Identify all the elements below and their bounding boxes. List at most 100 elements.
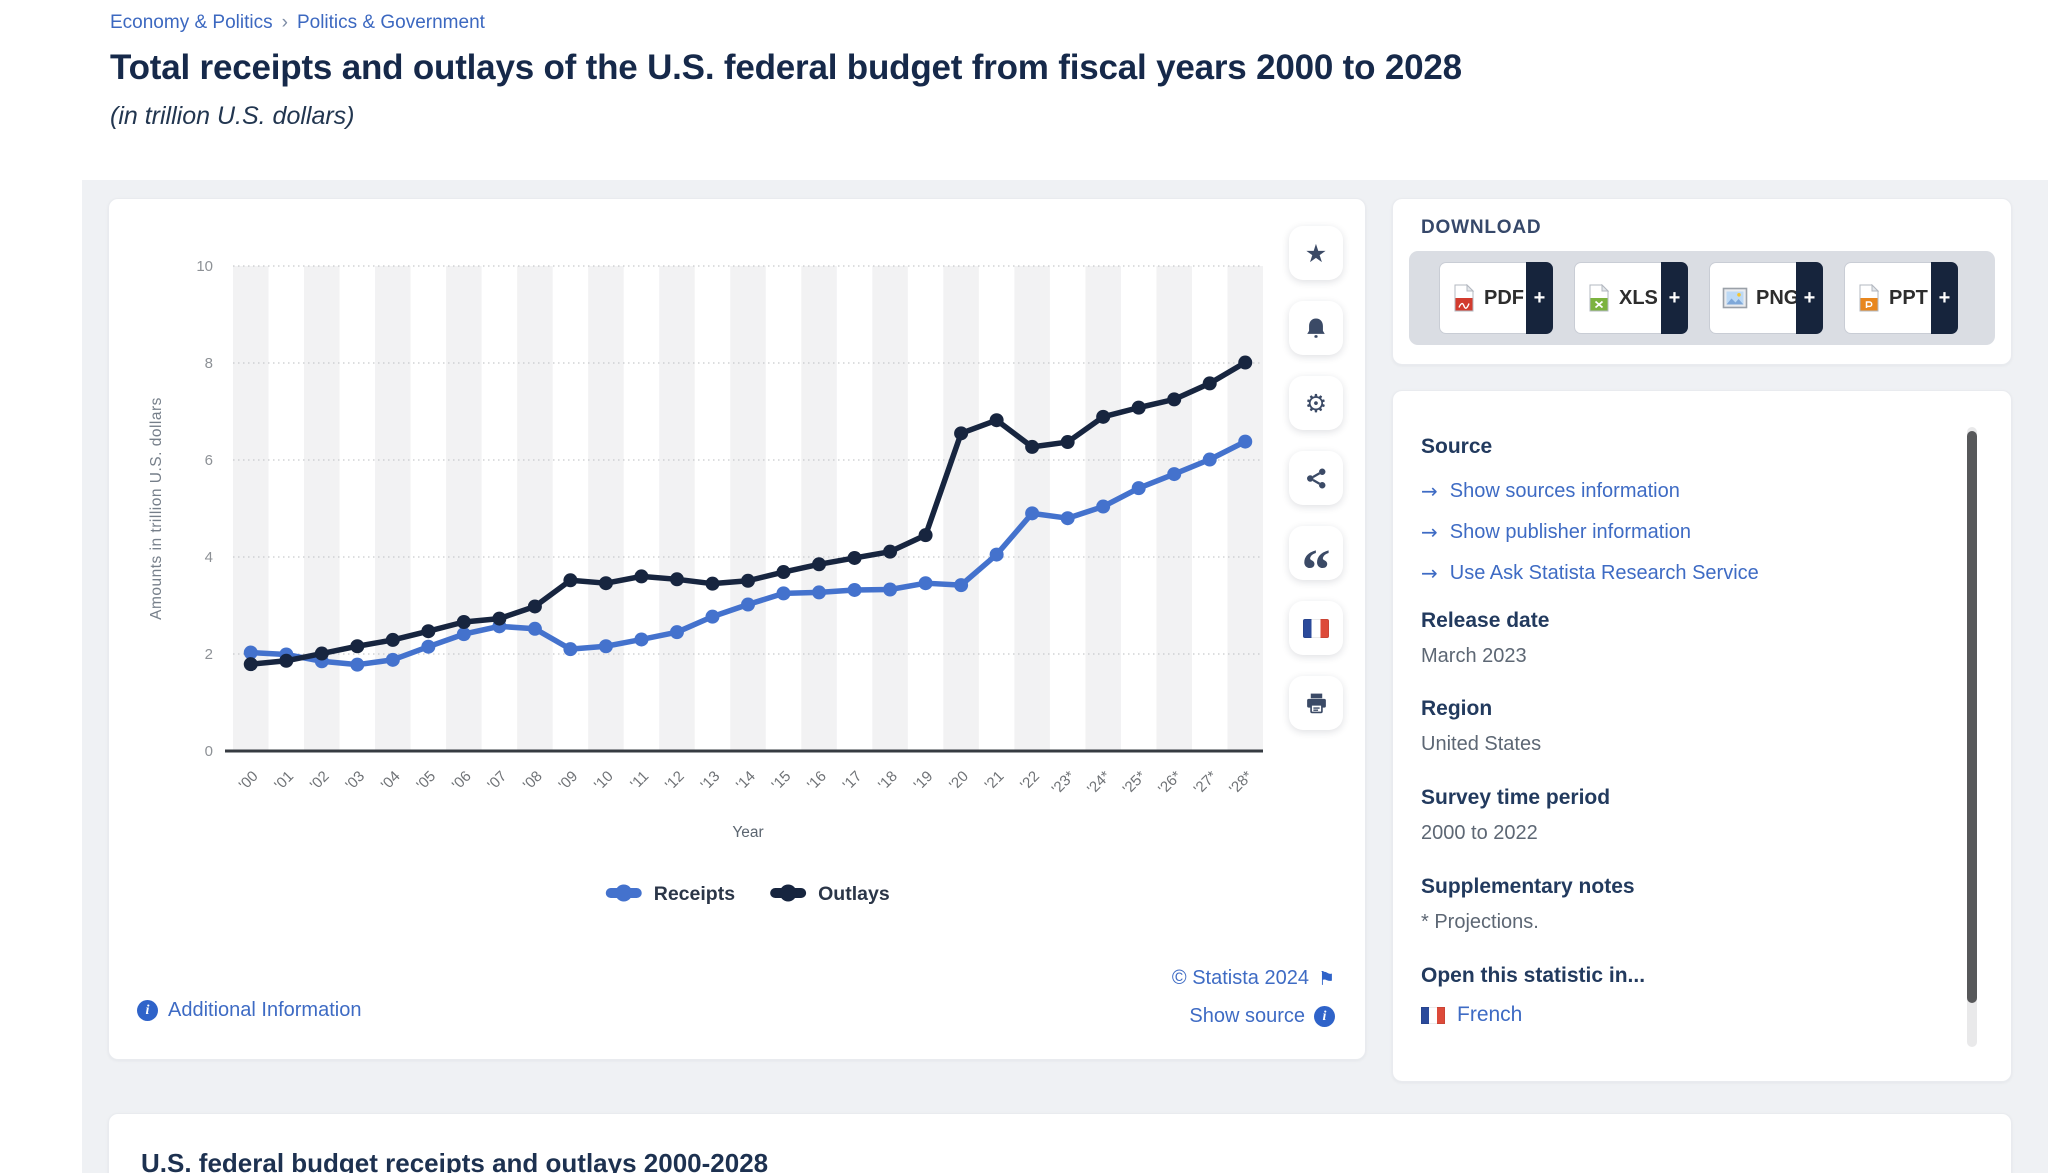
data-point-Receipts-'25*	[1131, 481, 1146, 496]
show-publisher-information-link[interactable]: → Show publisher information	[1421, 520, 1691, 544]
next-section-card: U.S. federal budget receipts and outlays…	[108, 1113, 2012, 1173]
report-flag-icon[interactable]: ⚑	[1317, 967, 1335, 990]
data-point-Outlays-'24*	[1096, 409, 1111, 424]
data-point-Receipts-'12	[669, 625, 684, 640]
column-band	[588, 266, 624, 751]
additional-information-link[interactable]: i Additional Information	[137, 999, 361, 1022]
region-label: Region	[1421, 697, 1493, 720]
download-plus-icon[interactable]: +	[1931, 262, 1958, 334]
data-point-Outlays-'09	[563, 573, 578, 588]
scrollbar-thumb[interactable]	[1967, 431, 1977, 1003]
column-band	[1227, 266, 1263, 751]
show-source-link[interactable]: Show source i	[1189, 1005, 1335, 1028]
x-tick-label: '03	[342, 768, 368, 794]
x-tick-label: '01	[271, 768, 297, 794]
x-tick-label: '28*	[1226, 768, 1256, 798]
next-section-heading: U.S. federal budget receipts and outlays…	[141, 1148, 769, 1173]
data-point-Receipts-'13	[705, 609, 720, 624]
download-ppt-label: PPT	[1889, 286, 1928, 309]
x-tick-label: '19	[911, 768, 937, 794]
legend-marker-dot	[615, 884, 633, 902]
breadcrumb-economy-politics[interactable]: Economy & Politics	[110, 12, 273, 33]
favorite-button[interactable]: ★	[1289, 226, 1343, 280]
data-point-Receipts-'26*	[1167, 467, 1182, 482]
download-xls-label: XLS	[1619, 286, 1658, 309]
data-point-Outlays-'25*	[1131, 400, 1146, 415]
x-tick-label: '16	[804, 768, 830, 794]
data-point-Outlays-'26*	[1167, 392, 1182, 407]
y-tick-label: 10	[196, 258, 213, 275]
french-flag-icon	[1421, 1006, 1445, 1024]
x-axis-title: Year	[732, 824, 763, 841]
x-tick-label: '11	[627, 768, 652, 793]
ask-statista-research-service-link[interactable]: → Use Ask Statista Research Service	[1421, 561, 1759, 585]
data-point-Outlays-'19	[918, 528, 933, 543]
x-tick-label: '06	[449, 768, 475, 794]
data-point-Receipts-'24*	[1096, 499, 1111, 514]
download-plus-icon[interactable]: +	[1661, 262, 1688, 334]
data-point-Receipts-'08	[527, 621, 542, 636]
arrow-right-icon: →	[1421, 561, 1438, 585]
copyright-text: © Statista 2024	[1171, 967, 1309, 989]
x-tick-label: '20	[946, 768, 972, 794]
printer-icon	[1306, 693, 1326, 713]
x-tick-label: '12	[662, 768, 688, 794]
supplementary-notes-label: Supplementary notes	[1421, 875, 1635, 898]
data-point-Receipts-'18	[883, 582, 898, 597]
png-image-icon	[1722, 287, 1748, 309]
download-ppt-button[interactable]: PPT +	[1844, 262, 1958, 334]
x-tick-label: '13	[697, 768, 723, 794]
page-header: Economy & Politics › Politics & Government…	[110, 12, 1910, 131]
citation-button[interactable]: “	[1289, 526, 1343, 599]
legend-label: Outlays	[818, 883, 890, 905]
data-point-Receipts-'02	[314, 654, 329, 669]
arrow-right-icon: →	[1421, 479, 1438, 503]
data-point-Receipts-'28*	[1238, 434, 1253, 449]
statista-copyright: © Statista 2024 ⚑	[1172, 967, 1335, 990]
x-tick-label: '14	[733, 768, 759, 794]
x-tick-label: '15	[768, 768, 794, 794]
x-tick-label: '22	[1017, 768, 1043, 794]
download-card: DOWNLOAD PDF + XLS + PNG + PPT +	[1392, 198, 2012, 365]
data-point-Receipts-'21	[989, 547, 1004, 562]
share-button[interactable]	[1289, 451, 1343, 505]
x-tick-label: '02	[307, 768, 333, 794]
data-point-Outlays-'01	[279, 653, 294, 668]
settings-button[interactable]: ⚙	[1289, 376, 1343, 430]
info-icon: i	[137, 1000, 158, 1021]
data-point-Outlays-'02	[314, 646, 329, 661]
x-tick-label: '08	[520, 768, 546, 794]
download-pdf-button[interactable]: PDF +	[1439, 262, 1553, 334]
open-in-french-link[interactable]: French	[1421, 1003, 1522, 1027]
column-band	[1014, 266, 1050, 751]
language-button[interactable]	[1289, 601, 1343, 655]
data-point-Receipts-'06	[456, 627, 471, 642]
x-tick-label: '07	[484, 768, 510, 794]
source-info-card: Source → Show sources information → Show…	[1392, 390, 2012, 1082]
chart-toolbar: ★ ⚙ “	[1289, 226, 1343, 730]
download-plus-icon[interactable]: +	[1526, 262, 1553, 334]
show-sources-information-link[interactable]: → Show sources information	[1421, 479, 1680, 503]
supplementary-notes-value: * Projections.	[1421, 911, 1539, 933]
data-point-Receipts-'22	[1025, 506, 1040, 521]
legend-label: Receipts	[654, 883, 735, 905]
chart-card: 0 2 4 6 8 10 '00 '01 '02 '03 '04 '05 '06 '07 '08 '09 '10…	[108, 198, 1366, 1060]
breadcrumb-politics-government[interactable]: Politics & Government	[296, 12, 485, 33]
x-tick-label: '26*	[1155, 768, 1185, 798]
ppt-file-icon	[1859, 284, 1880, 312]
data-point-Outlays-'08	[527, 599, 542, 614]
data-point-Outlays-'10	[598, 576, 613, 591]
print-button[interactable]	[1289, 676, 1343, 730]
link-label: Show publisher information	[1449, 520, 1692, 543]
download-xls-button[interactable]: XLS +	[1574, 262, 1688, 334]
download-plus-icon[interactable]: +	[1796, 262, 1823, 334]
data-point-Outlays-'14	[741, 573, 755, 588]
data-point-Receipts-'15	[776, 586, 791, 601]
download-png-button[interactable]: PNG +	[1709, 262, 1823, 334]
data-point-Receipts-'09	[563, 642, 578, 657]
y-tick-label: 8	[205, 355, 213, 372]
x-tick-label: '25*	[1120, 768, 1150, 798]
alert-button[interactable]	[1289, 301, 1343, 355]
pdf-file-icon	[1454, 284, 1475, 312]
